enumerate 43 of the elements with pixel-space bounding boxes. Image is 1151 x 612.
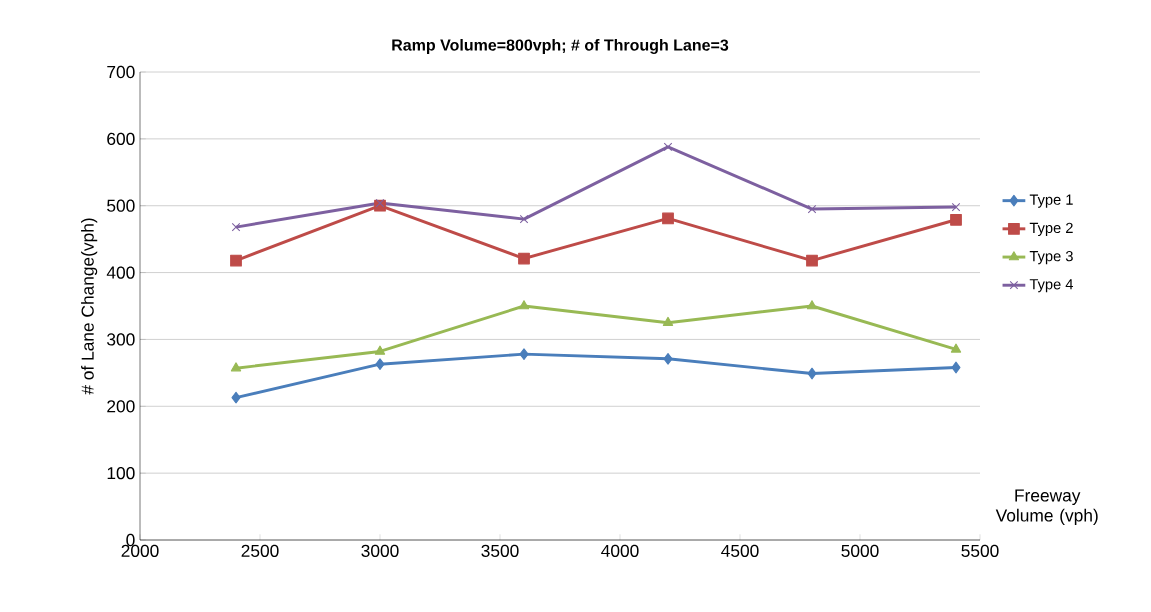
point: [374, 345, 386, 355]
y-tick-label: 100: [107, 467, 135, 480]
point: [231, 391, 241, 404]
legend-label: Type 2: [1029, 222, 1073, 236]
point: [375, 358, 385, 371]
legend-label: Type 3: [1029, 250, 1073, 265]
point: [518, 300, 530, 310]
y-tick-label: 200: [107, 400, 135, 413]
point: [519, 214, 529, 224]
point: [807, 367, 817, 380]
point: [807, 204, 817, 214]
point: [951, 202, 961, 212]
point: [950, 343, 962, 353]
point: [230, 254, 242, 267]
point: [519, 348, 529, 361]
x-axis-title: Freeway Volume (vph): [995, 489, 1098, 525]
point: [662, 212, 674, 225]
y-tick-label: 300: [107, 333, 135, 346]
point: [663, 352, 673, 365]
point: [518, 252, 530, 265]
x-tick-label: 4000: [601, 544, 639, 557]
y-axis-title: # of Lane Change(vph): [81, 218, 98, 395]
x-tick-label: 4500: [721, 544, 759, 557]
y-tick-label: 700: [107, 65, 135, 79]
y-tick-label: 600: [107, 132, 135, 145]
x-tick-label: 3500: [481, 544, 519, 557]
legend-label: Type 1: [1029, 194, 1073, 208]
point: [951, 361, 961, 374]
point: [231, 222, 241, 232]
y-tick-label: 500: [107, 199, 135, 212]
chart-title: Ramp Volume=800vph; # of Through Lane=3: [392, 38, 729, 54]
x-tick-label: 2500: [241, 544, 279, 557]
x-tick-label: 3000: [361, 544, 399, 557]
y-tick-label: 400: [106, 266, 135, 279]
point: [806, 300, 818, 310]
x-tick-label: 5500: [961, 544, 999, 557]
point: [230, 362, 242, 372]
x-tick-label: 5000: [841, 544, 879, 557]
point: [806, 254, 818, 267]
point: [950, 213, 962, 226]
point: [662, 316, 674, 326]
legend-label: Type 4: [1029, 279, 1074, 293]
point: [663, 142, 673, 152]
